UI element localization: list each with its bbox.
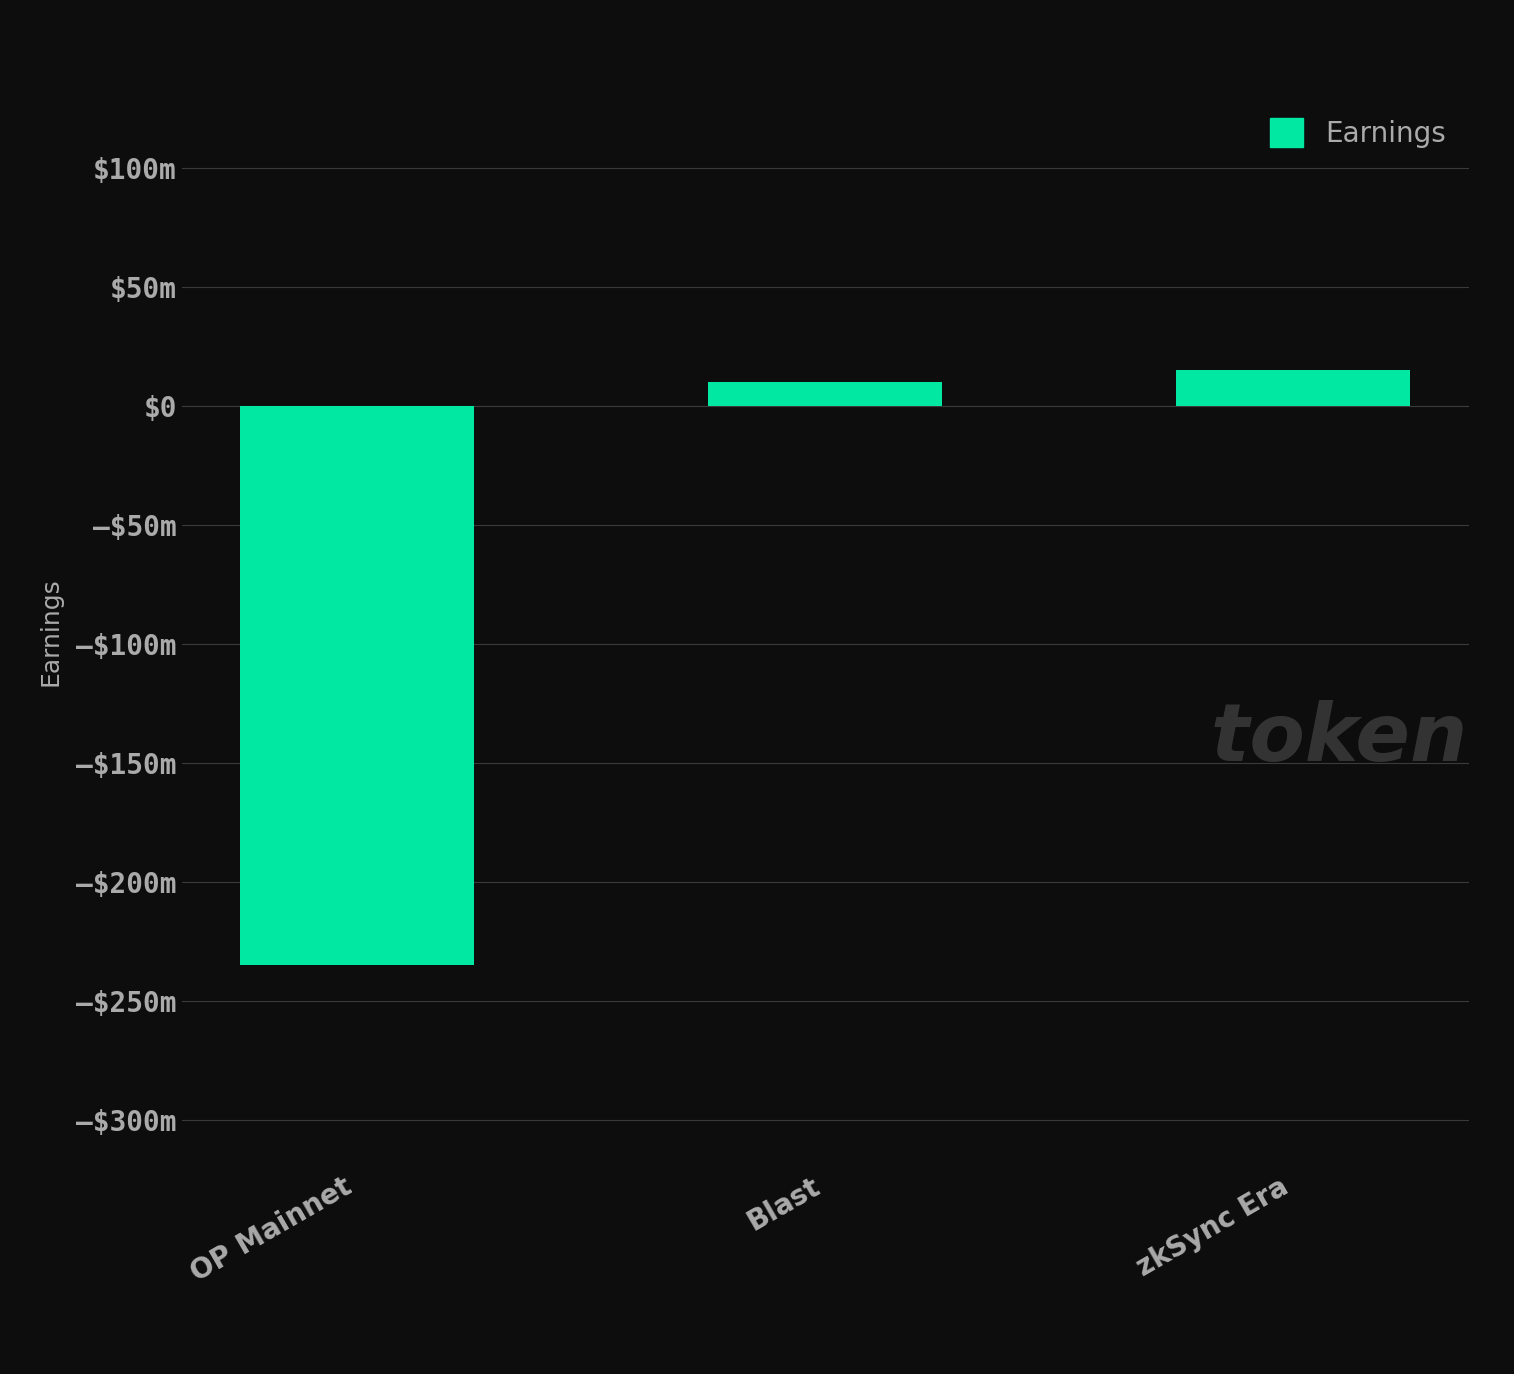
Bar (1176, 370, 1410, 405)
Legend: Earnings: Earnings (1261, 110, 1455, 157)
Bar (709, 382, 942, 405)
Text: token termina: token termina (1211, 701, 1514, 778)
Y-axis label: Earnings: Earnings (38, 577, 62, 687)
Bar (241, 405, 474, 966)
